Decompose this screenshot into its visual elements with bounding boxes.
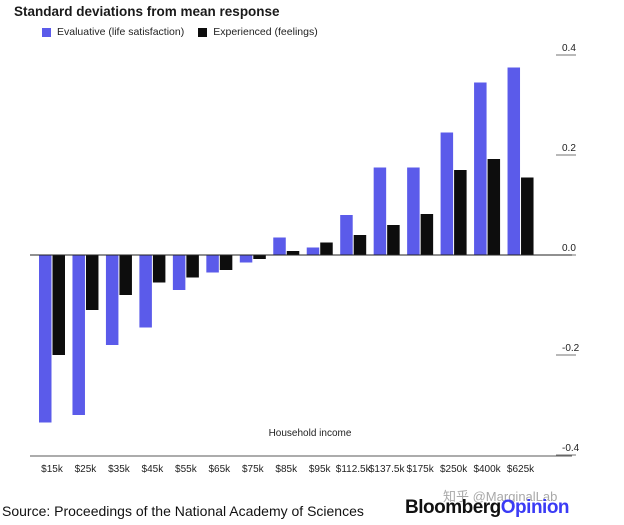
bar-evaluative-11 [407,167,420,255]
bar-experienced-9 [353,235,367,255]
x-tick-label: $400k [473,464,501,475]
source-note: Source: Proceedings of the National Acad… [2,503,364,519]
bar-experienced-12 [454,170,467,255]
legend-swatch-evaluative [42,27,51,37]
bar-evaluative-5 [206,255,219,273]
bar-evaluative-9 [340,215,353,255]
bar-experienced-3 [152,255,166,283]
bar-evaluative-14 [507,67,521,255]
bar-experienced-14 [521,177,534,255]
x-tick-label: $35k [108,464,131,475]
bar-experienced-5 [219,255,233,270]
bar-evaluative-12 [440,132,454,255]
x-tick-label: $112.5k [336,464,372,475]
x-tick-label: $55k [175,464,198,475]
bar-evaluative-1 [72,255,85,415]
bar-evaluative-10 [373,167,387,255]
bar-evaluative-3 [139,255,152,328]
bar-experienced-2 [119,255,132,295]
y-tick-label: 0.4 [562,43,576,54]
legend-label-experienced: Experienced (feelings) [213,26,318,38]
bar-experienced-0 [52,255,65,355]
y-tick-label: -0.4 [562,443,580,454]
legend-item-evaluative: Evaluative (life satisfaction) [42,26,184,38]
chart-title: Standard deviations from mean response [14,4,280,19]
bar-experienced-4 [186,255,199,278]
bar-evaluative-0 [39,255,52,423]
bar-evaluative-4 [172,255,186,290]
x-tick-label: $95k [309,464,332,475]
x-tick-label: $85k [275,464,298,475]
legend-swatch-experienced [198,27,208,37]
x-tick-label: $25k [75,464,98,475]
x-tick-label: $75k [242,464,265,475]
bar-experienced-6 [253,255,266,259]
bar-evaluative-7 [273,237,286,255]
x-tick-label: $137.5k [369,464,406,475]
x-tick-label: $175k [407,464,435,475]
chart-legend: Evaluative (life satisfaction) Experienc… [42,26,332,38]
x-tick-label: $45k [142,464,165,475]
y-tick-label: -0.2 [562,343,580,354]
bar-evaluative-8 [306,247,320,255]
bar-experienced-10 [387,225,400,255]
brand-logo-part2: Opinion [500,497,570,518]
bar-experienced-7 [286,251,300,255]
x-tick-label: $625k [507,464,535,475]
bar-evaluative-2 [105,255,119,345]
bar-experienced-11 [420,214,434,255]
brand-logo-part1: Bloomberg [405,497,501,518]
watermark: 知乎 @MarginalLab [443,489,558,504]
bar-experienced-8 [320,242,333,255]
bar-experienced-13 [487,159,501,255]
legend-label-evaluative: Evaluative (life satisfaction) [57,26,185,38]
y-tick-label: 0.2 [562,143,576,154]
legend-item-experienced: Experienced (feelings) [198,26,318,38]
x-tick-label: $250k [440,464,468,475]
x-tick-label: $65k [208,464,231,475]
bar-evaluative-6 [239,255,253,263]
x-axis-title: Household income [269,428,352,439]
x-tick-label: $15k [41,464,64,475]
brand-logo: BloombergOpinion [405,497,570,519]
bar-experienced-1 [85,255,99,310]
bar-evaluative-13 [474,82,487,255]
y-tick-label: 0.0 [562,243,576,254]
